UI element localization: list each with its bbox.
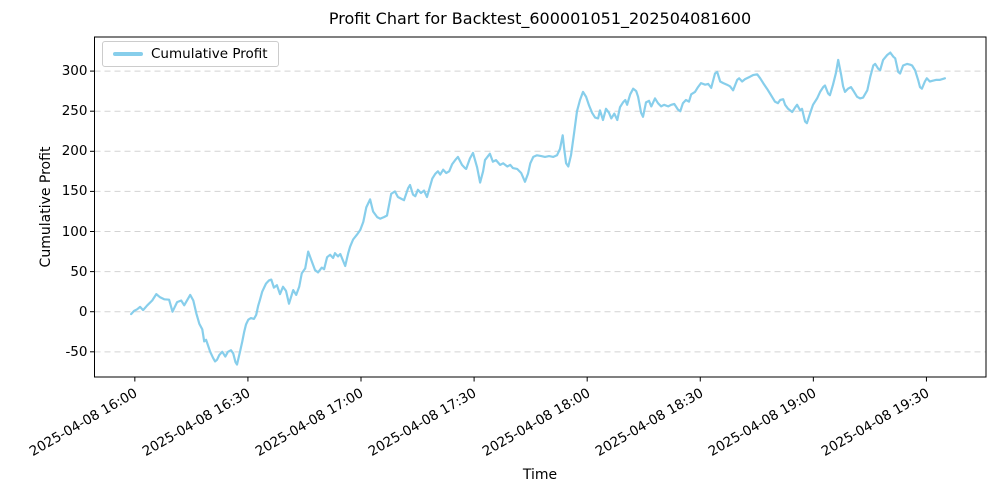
y-tick-label: 150: [61, 183, 88, 200]
chart-title: Profit Chart for Backtest_600001051_2025…: [328, 9, 752, 28]
y-tick-label: 50: [70, 263, 88, 280]
legend-line-swatch: [113, 52, 143, 56]
y-tick-label: 0: [78, 303, 88, 320]
cumulative-profit-line: [130, 51, 947, 366]
y-axis-label: Cumulative Profit: [38, 146, 54, 268]
y-tick-label: 250: [61, 103, 88, 120]
legend-label: Cumulative Profit: [151, 46, 268, 62]
y-tick-label: -50: [65, 343, 88, 360]
y-tick-label: 100: [61, 223, 88, 240]
y-tick-label: 200: [61, 143, 88, 160]
x-axis-label: Time: [522, 467, 558, 483]
axes-spines: [94, 36, 987, 378]
y-tick-label: 300: [61, 63, 88, 80]
legend: Cumulative Profit: [102, 41, 279, 67]
